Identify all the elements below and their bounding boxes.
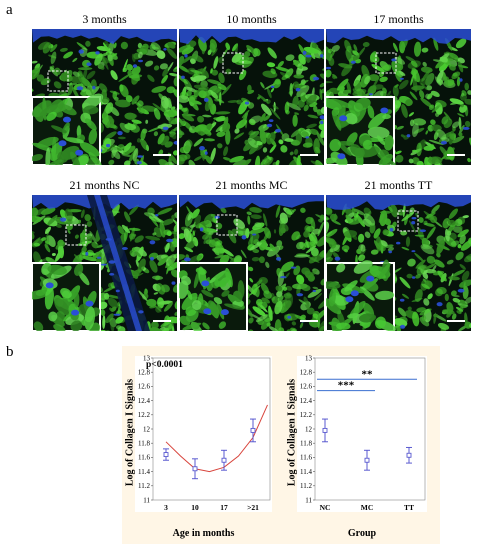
micrograph-17m — [326, 29, 471, 165]
y-tick-label: 11.6 — [138, 454, 150, 462]
x-tick-label: MC — [361, 503, 374, 512]
group-chart-xlabel: Group — [347, 528, 377, 539]
age-chart: 11 11.2 11.4 11.6 11.8 12 12.2 12.4 12.6 12.8 13 3 1… — [135, 354, 272, 512]
y-tick-label: 12 — [305, 425, 313, 433]
x-tick-label: 3 — [164, 503, 168, 512]
age-chart-ylabel: Log of Collagen I Signals — [124, 378, 136, 487]
y-tick-label: 11.2 — [300, 482, 312, 490]
mean-marker — [163, 452, 169, 458]
mean-marker — [192, 466, 198, 472]
group-chart-ylabel: Log of Collagen I Signals — [286, 378, 298, 487]
y-tick-label: 12.8 — [300, 369, 313, 377]
micrograph-title-21m-nc: 21 months NC — [69, 178, 140, 192]
x-tick-label: NC — [320, 503, 331, 512]
y-tick-label: 12.8 — [138, 369, 151, 377]
micrograph-title-3m: 3 months — [82, 12, 127, 26]
group-chart: 11 11.2 11.4 11.6 11.8 12 12.2 12.4 12.6 12.8 13 NC… — [297, 354, 427, 512]
mean-marker — [322, 427, 328, 433]
x-tick-label: 17 — [220, 503, 228, 512]
micrograph-title-21m-mc: 21 months MC — [215, 178, 288, 192]
y-tick-label: 11.8 — [300, 440, 312, 448]
y-tick-label: 11.6 — [300, 454, 312, 462]
y-tick-label: 11.4 — [300, 468, 312, 476]
y-tick-label: 12.6 — [300, 383, 313, 391]
y-tick-label: 11.8 — [138, 440, 150, 448]
y-tick-label: 13 — [143, 354, 151, 362]
y-tick-label: 11 — [305, 496, 312, 504]
y-tick-label: 12.4 — [138, 397, 151, 405]
x-tick-label: 10 — [191, 503, 199, 512]
significance-stars: *** — [338, 380, 355, 392]
mean-marker — [364, 457, 370, 463]
x-tick-label: >21 — [247, 503, 259, 512]
mean-marker — [221, 457, 227, 463]
y-tick-label: 12.2 — [138, 411, 151, 419]
micrograph-3m — [32, 29, 177, 165]
micrograph-21m-mc — [179, 195, 324, 331]
significance-stars: ** — [362, 368, 374, 380]
y-tick-label: 12.6 — [138, 383, 151, 391]
y-tick-label: 11.2 — [138, 482, 150, 490]
p-value-annotation: p<0.0001 — [146, 360, 183, 370]
age-chart-xlabel: Age in months — [172, 528, 235, 539]
micrograph-title-21m-tt: 21 months TT — [364, 178, 433, 192]
micrograph-21m-nc — [32, 195, 177, 331]
mean-marker — [250, 427, 256, 433]
y-tick-label: 12.2 — [300, 411, 313, 419]
y-tick-label: 12 — [143, 425, 151, 433]
x-tick-label: TT — [404, 503, 414, 512]
y-tick-label: 11 — [143, 496, 150, 504]
y-tick-label: 13 — [305, 354, 313, 362]
mean-marker — [406, 452, 412, 458]
y-tick-label: 11.4 — [138, 468, 150, 476]
quadratic-fit-curve — [165, 404, 268, 473]
panel-b-label: b — [6, 344, 14, 360]
panel-a-label: a — [6, 2, 13, 18]
y-tick-label: 12.4 — [300, 397, 313, 405]
micrograph-title-17m: 17 months — [373, 12, 424, 26]
micrograph-title-10m: 10 months — [226, 12, 277, 26]
micrograph-21m-tt — [326, 195, 471, 331]
micrograph-10m — [179, 29, 324, 165]
